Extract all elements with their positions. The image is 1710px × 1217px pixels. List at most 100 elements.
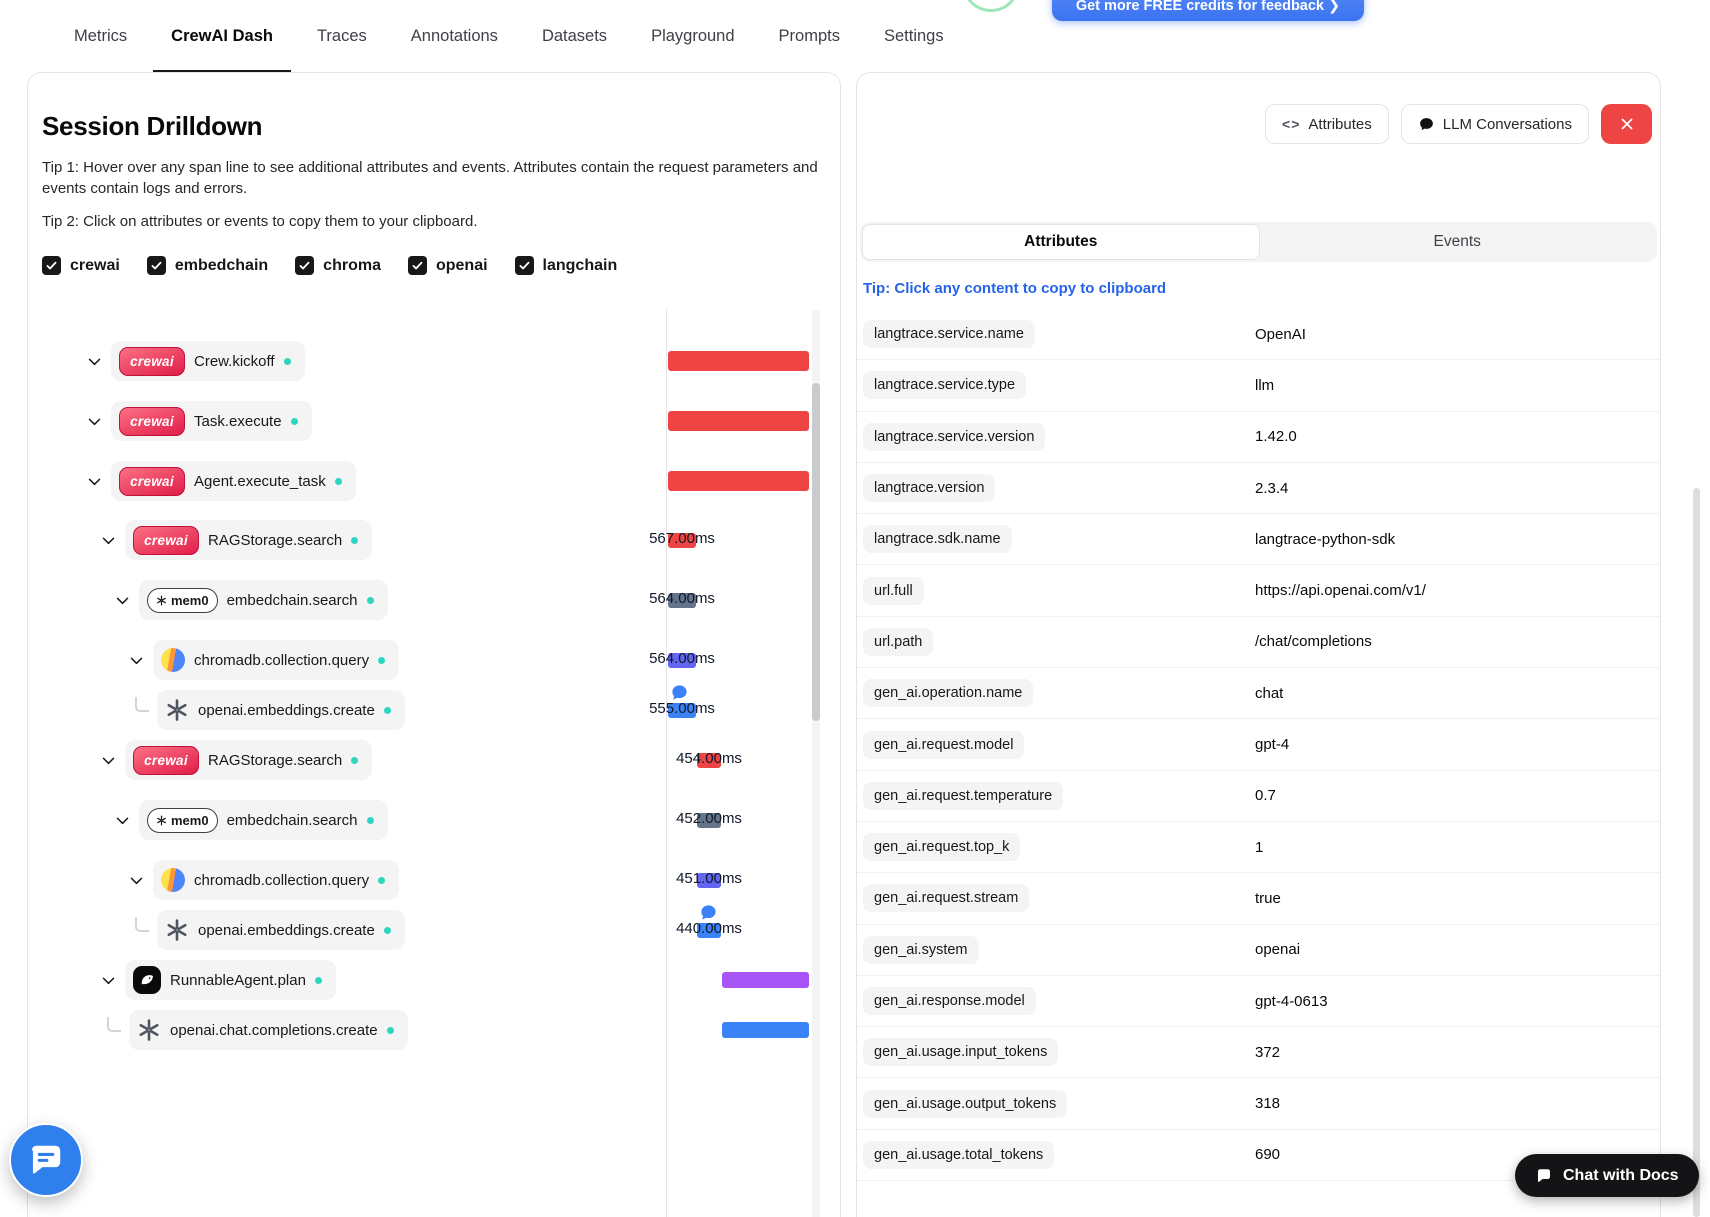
span-row-embedchain-search[interactable]: mem0 embedchain.search (113, 580, 388, 620)
attribute-value[interactable]: 690 (1255, 1146, 1281, 1164)
span-row-agent-execute-task[interactable]: crewai Agent.execute_task (85, 461, 356, 501)
attribute-key[interactable]: url.full (863, 576, 924, 605)
attribute-key[interactable]: langtrace.sdk.name (863, 525, 1012, 554)
chevron-down-icon[interactable] (85, 412, 103, 430)
attribute-value[interactable]: chat (1255, 684, 1284, 702)
span-timeline-bar[interactable] (668, 702, 696, 718)
nav-tab-prompts[interactable]: Prompts (761, 0, 858, 72)
span-pill[interactable]: crewai Task.execute (111, 401, 312, 441)
filter-checkbox-crewai[interactable]: crewai (42, 256, 120, 275)
span-timeline-bar[interactable] (668, 471, 809, 491)
tree-scrollbar-thumb[interactable] (812, 383, 820, 721)
attribute-value[interactable]: 318 (1255, 1095, 1281, 1113)
attribute-key[interactable]: url.path (863, 627, 934, 656)
tree-scrollbar-track[interactable] (812, 309, 820, 1217)
checkbox-checked-icon[interactable] (407, 256, 427, 275)
span-timeline-bar[interactable] (668, 532, 696, 548)
page-scrollbar-thumb[interactable] (1693, 488, 1700, 1217)
tab-events[interactable]: Events (1433, 233, 1481, 250)
attribute-key[interactable]: gen_ai.operation.name (863, 679, 1034, 708)
span-pill[interactable]: mem0 embedchain.search (139, 800, 388, 840)
attribute-key[interactable]: gen_ai.request.temperature (863, 781, 1064, 810)
span-pill[interactable]: openai.embeddings.create (157, 910, 405, 950)
attribute-key[interactable]: gen_ai.response.model (863, 987, 1036, 1015)
nav-tab-settings[interactable]: Settings (866, 0, 962, 72)
span-timeline-bar[interactable] (697, 812, 721, 828)
attribute-key[interactable]: gen_ai.usage.input_tokens (863, 1038, 1059, 1067)
chevron-down-icon[interactable] (85, 472, 103, 490)
attribute-key[interactable]: gen_ai.system (863, 935, 979, 964)
attribute-key[interactable]: gen_ai.request.top_k (863, 833, 1021, 862)
chevron-down-icon[interactable] (85, 352, 103, 370)
chevron-down-icon[interactable] (99, 971, 117, 989)
chevron-down-icon[interactable] (113, 811, 131, 829)
span-row-openai-chat-completions-create[interactable]: openai.chat.completions.create (107, 1010, 408, 1050)
span-timeline-bar[interactable] (668, 411, 809, 431)
attribute-value[interactable]: true (1255, 889, 1281, 907)
span-row-openai-embeddings-create[interactable]: openai.embeddings.create (135, 910, 405, 950)
avatar[interactable] (962, 0, 1020, 12)
filter-checkbox-langchain[interactable]: langchain (514, 256, 617, 275)
span-timeline-bar[interactable] (722, 1022, 809, 1038)
chevron-down-icon[interactable] (99, 751, 117, 769)
attribute-value[interactable]: 372 (1255, 1043, 1281, 1061)
attribute-value[interactable]: gpt-4-0613 (1255, 992, 1328, 1010)
nav-tab-datasets[interactable]: Datasets (524, 0, 625, 72)
filter-checkbox-openai[interactable]: openai (407, 256, 488, 275)
span-pill[interactable]: chromadb.collection.query (153, 640, 400, 680)
span-pill[interactable]: mem0 embedchain.search (139, 580, 388, 620)
attribute-key[interactable]: langtrace.service.type (863, 371, 1027, 400)
span-pill[interactable]: crewai RAGStorage.search (125, 740, 373, 780)
span-row-ragstorage-search[interactable]: crewai RAGStorage.search (99, 740, 373, 780)
span-timeline-bar[interactable] (722, 972, 809, 988)
span-pill[interactable]: crewai Crew.kickoff (111, 341, 305, 381)
attribute-value[interactable]: llm (1255, 376, 1275, 394)
span-row-task-execute[interactable]: crewai Task.execute (85, 401, 312, 441)
checkbox-checked-icon[interactable] (514, 256, 534, 275)
chevron-down-icon[interactable] (99, 531, 117, 549)
span-pill[interactable]: RunnableAgent.plan (125, 960, 336, 1000)
attribute-value[interactable]: OpenAI (1255, 325, 1306, 343)
credits-button[interactable]: Get more FREE credits for feedback ❯ (1052, 0, 1364, 21)
span-timeline-bar[interactable] (668, 592, 696, 608)
filter-checkbox-embedchain[interactable]: embedchain (146, 256, 268, 275)
attribute-value[interactable]: langtrace-python-sdk (1255, 530, 1396, 548)
span-row-ragstorage-search[interactable]: crewai RAGStorage.search (99, 520, 373, 560)
close-button[interactable] (1601, 104, 1652, 144)
span-row-runnableagent-plan[interactable]: RunnableAgent.plan (99, 960, 336, 1000)
span-row-embedchain-search[interactable]: mem0 embedchain.search (113, 800, 388, 840)
chevron-down-icon[interactable] (127, 871, 145, 889)
llm-conversations-button[interactable]: LLM Conversations (1400, 104, 1589, 144)
chevron-down-icon[interactable] (127, 651, 145, 669)
attribute-value[interactable]: 0.7 (1255, 787, 1276, 805)
nav-tab-traces[interactable]: Traces (299, 0, 385, 72)
span-row-chromadb-collection-query[interactable]: chromadb.collection.query (127, 640, 400, 680)
attribute-key[interactable]: gen_ai.usage.output_tokens (863, 1089, 1068, 1118)
span-pill[interactable]: openai.embeddings.create (157, 690, 405, 730)
span-timeline-bar[interactable] (697, 922, 721, 938)
checkbox-checked-icon[interactable] (295, 256, 315, 275)
span-timeline-bar[interactable] (697, 872, 721, 888)
span-timeline-bar[interactable] (668, 652, 696, 668)
span-pill[interactable]: openai.chat.completions.create (129, 1010, 408, 1050)
span-row-openai-embeddings-create[interactable]: openai.embeddings.create (135, 690, 405, 730)
nav-tab-playground[interactable]: Playground (633, 0, 752, 72)
attribute-key[interactable]: langtrace.service.name (863, 320, 1035, 349)
attribute-value[interactable]: 2.3.4 (1255, 479, 1289, 497)
tab-attributes[interactable]: Attributes (862, 224, 1260, 260)
chat-with-docs-button[interactable]: Chat with Docs (1515, 1154, 1699, 1197)
span-row-crew-kickoff[interactable]: crewai Crew.kickoff (85, 341, 305, 381)
chat-widget-button[interactable] (9, 1123, 83, 1197)
attribute-value[interactable]: openai (1255, 941, 1301, 959)
span-row-chromadb-collection-query[interactable]: chromadb.collection.query (127, 860, 400, 900)
attribute-value[interactable]: gpt-4 (1255, 736, 1290, 754)
attribute-value[interactable]: 1.42.0 (1255, 428, 1297, 446)
attribute-value[interactable]: https://api.openai.com/v1/ (1255, 582, 1426, 600)
filter-checkbox-chroma[interactable]: chroma (295, 256, 381, 275)
chevron-down-icon[interactable] (113, 591, 131, 609)
attribute-key[interactable]: gen_ai.usage.total_tokens (863, 1140, 1055, 1169)
checkbox-checked-icon[interactable] (146, 256, 166, 275)
attribute-key[interactable]: langtrace.version (863, 474, 996, 503)
attribute-value[interactable]: 1 (1255, 838, 1264, 856)
nav-tab-metrics[interactable]: Metrics (56, 0, 145, 72)
